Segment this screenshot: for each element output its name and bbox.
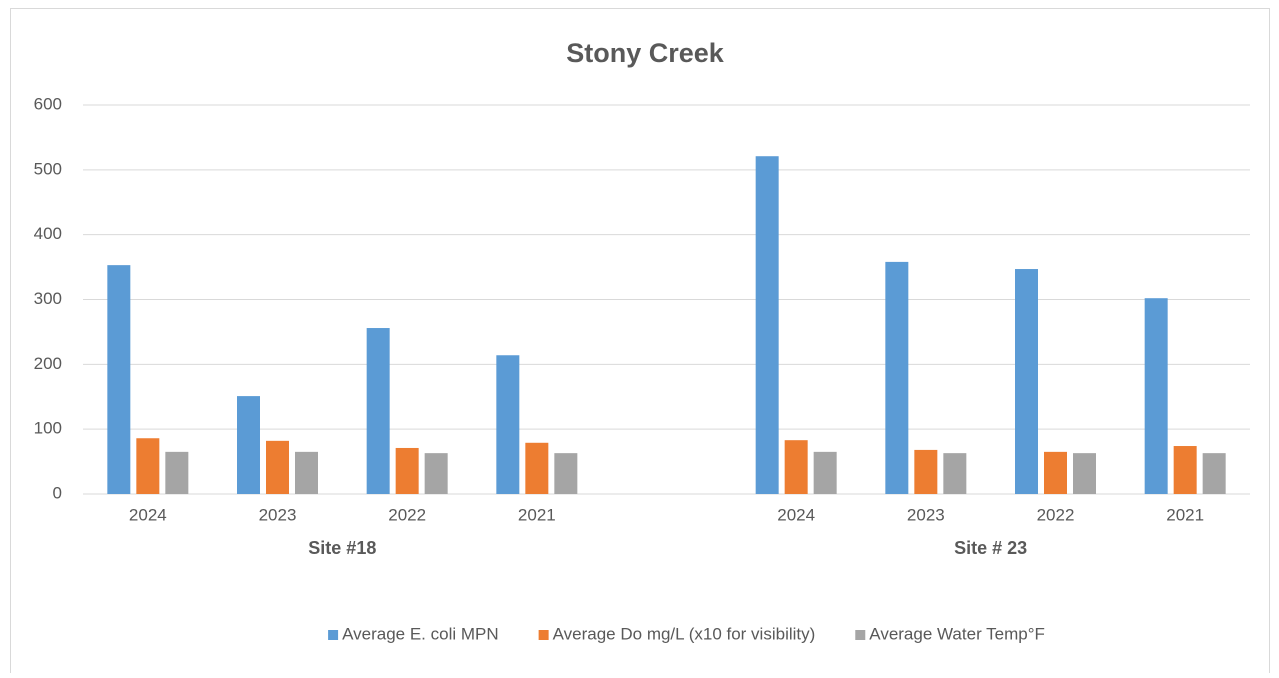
bar: [813, 451, 837, 494]
legend-label: Average Water Temp°F: [869, 624, 1045, 643]
bar: [107, 265, 131, 494]
y-tick-label: 100: [34, 419, 62, 438]
bar: [266, 440, 289, 494]
y-tick-label: 0: [53, 483, 62, 502]
bar: [1173, 446, 1197, 494]
x-tick-label: 2023: [907, 505, 945, 524]
x-tick-label: 2023: [259, 505, 297, 524]
x-tick-label: 2024: [129, 505, 167, 524]
bar: [1202, 453, 1226, 494]
y-tick-label: 600: [34, 94, 62, 113]
chart-border: [10, 8, 1270, 678]
legend-swatch: [538, 630, 549, 640]
chart-title: Stony Creek: [566, 38, 725, 68]
x-tick-label: 2024: [777, 505, 815, 524]
bar: [885, 261, 909, 494]
bar: [914, 449, 938, 494]
bar: [525, 442, 549, 494]
x-tick-label: 2022: [1037, 505, 1075, 524]
bar: [237, 396, 260, 494]
group-label: Site # 23: [954, 538, 1027, 558]
bar: [1015, 269, 1038, 494]
legend-swatch: [328, 630, 339, 640]
legend-label: Average Do mg/L (x10 for visibility): [553, 624, 816, 643]
x-tick-label: 2021: [1166, 505, 1204, 524]
y-tick-label: 300: [34, 289, 62, 308]
x-tick-label: 2021: [518, 505, 556, 524]
bar: [496, 355, 520, 494]
legend-label: Average E. coli MPN: [342, 624, 499, 643]
bar: [136, 438, 160, 494]
bar: [784, 440, 808, 494]
bar: [1044, 451, 1067, 494]
bar: [395, 447, 419, 494]
bar: [554, 453, 578, 494]
y-tick-label: 500: [34, 159, 62, 178]
bar: [1144, 298, 1168, 494]
bar: [366, 328, 390, 494]
legend-swatch: [855, 630, 866, 640]
y-tick-label: 200: [34, 354, 62, 373]
bar: [165, 451, 189, 494]
bar: [424, 453, 448, 494]
bar: [755, 156, 779, 495]
bar: [943, 453, 967, 494]
bar: [1073, 453, 1096, 494]
group-label: Site #18: [308, 538, 376, 558]
bar: [295, 451, 318, 494]
x-tick-label: 2022: [388, 505, 426, 524]
y-tick-label: 400: [34, 224, 62, 243]
